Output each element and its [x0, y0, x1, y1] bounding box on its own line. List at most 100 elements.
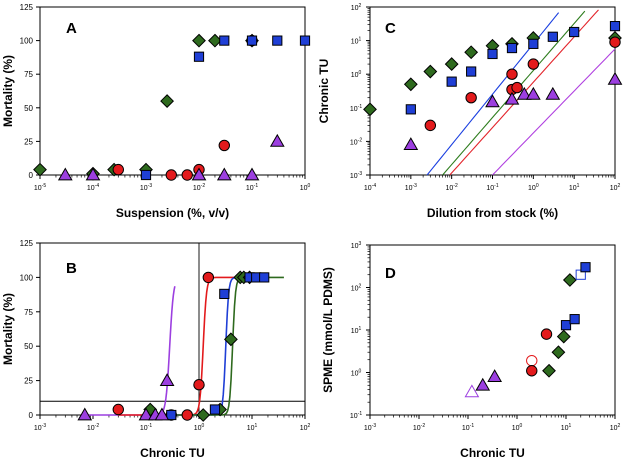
data-point-triangle — [545, 86, 561, 100]
y-axis-title: Chronic TU — [317, 59, 331, 124]
data-point-square — [446, 76, 457, 87]
y-axis-title: SPME (mmol/L PDMS) — [321, 267, 335, 393]
x-axis-title: Dilution from stock (%) — [427, 206, 558, 220]
data-point-triangle — [244, 167, 260, 181]
x-tick-label: 10-1 — [246, 183, 258, 192]
y-tick-label: 125 — [20, 239, 34, 248]
x-tick-label: 10-5 — [34, 183, 46, 192]
data-point-square — [547, 31, 558, 42]
data-point-diamond — [192, 33, 206, 48]
data-point-circle — [540, 328, 553, 340]
data-point-triangle — [607, 71, 623, 85]
y-tick-label: 125 — [20, 3, 34, 12]
data-point-circle — [202, 271, 215, 284]
data-point-diamond — [562, 273, 577, 287]
x-tick-label: 10-2 — [87, 423, 99, 432]
data-point-triangle — [403, 137, 419, 151]
data-point-diamond — [160, 94, 174, 108]
data-point-circle — [526, 365, 538, 377]
y-tick-label: 75 — [24, 70, 33, 79]
data-point-diamond — [196, 408, 211, 422]
data-point-square — [580, 262, 591, 273]
data-point-square — [405, 104, 416, 115]
data-point-diamond — [363, 102, 377, 117]
x-tick-label: 10-3 — [364, 423, 376, 432]
data-point-square — [487, 48, 498, 60]
y-tick-label: 102 — [351, 3, 362, 12]
data-point-square — [506, 42, 518, 54]
y-tick-label: 102 — [351, 284, 362, 293]
y-axis-title: Mortality (%) — [1, 293, 15, 365]
y-tick-label: 101 — [351, 326, 362, 335]
x-tick-label: 100 — [528, 183, 539, 192]
x-tick-label: 10-1 — [462, 423, 474, 432]
data-point-triangle — [475, 377, 491, 391]
data-point-triangle — [525, 86, 541, 100]
data-point-triangle — [159, 373, 175, 386]
x-tick-label: 10-3 — [140, 183, 152, 192]
x-tick-label: 10-4 — [364, 183, 376, 192]
y-axis-title: Mortality (%) — [1, 55, 15, 127]
panel-letter: A — [66, 20, 77, 37]
y-tick-label: 50 — [24, 104, 33, 113]
y-tick-label: 75 — [24, 308, 33, 317]
data-point-triangle — [485, 94, 500, 108]
data-point-diamond — [464, 45, 479, 60]
data-point-diamond — [33, 162, 47, 177]
x-axis-title: Chronic TU — [460, 446, 525, 460]
data-point-square — [272, 35, 283, 46]
y-tick-label: 101 — [351, 37, 362, 46]
panel-letter: D — [385, 265, 396, 282]
y-tick-label: 100 — [20, 273, 34, 282]
data-point-circle — [218, 139, 230, 152]
y-tick-label: 100 — [351, 70, 362, 79]
panel-d: 10-3 10-2 10-1 100 101 102 10-1 100 101 102 103 D Ch… — [321, 241, 621, 460]
plot-frame — [39, 242, 306, 416]
dose-response-curve — [146, 276, 268, 416]
x-tick-label: 10-3 — [405, 183, 417, 192]
y-tick-label: 10-3 — [350, 171, 362, 180]
data-point-square — [219, 288, 230, 300]
data-point-diamond — [403, 77, 418, 92]
dose-response-curve — [84, 286, 176, 416]
x-tick-label: 10-1 — [486, 183, 498, 192]
data-point-triangle — [154, 407, 170, 421]
x-tick-label: 101 — [561, 423, 572, 432]
y-tick-label: 10-1 — [350, 104, 362, 113]
x-tick-label: 10-2 — [446, 183, 458, 192]
y-tick-label: 25 — [24, 377, 33, 386]
data-point-square — [609, 21, 621, 32]
panel-a: 10-5 10-4 10-3 10-2 10-1 100 0 25 50 75 100 125 A Sus… — [1, 3, 311, 220]
data-point-square — [259, 272, 270, 283]
y-tick-label: 0 — [29, 411, 34, 420]
data-point-circle — [193, 379, 205, 391]
x-tick-label: 101 — [569, 183, 580, 192]
data-point-triangle — [487, 369, 503, 382]
data-point-triangle — [269, 133, 285, 147]
x-tick-label: 100 — [512, 423, 523, 432]
data-point-diamond — [423, 64, 438, 79]
panel-b: 10-3 10-2 10-1 100 101 102 0 25 50 75 100 125 B Chron… — [1, 239, 311, 460]
data-point-circle — [511, 81, 523, 94]
data-point-circle — [465, 91, 477, 104]
x-tick-label: 10-3 — [34, 423, 46, 432]
data-point-square — [299, 35, 311, 46]
y-tick-label: 100 — [351, 369, 362, 378]
plot-frame — [39, 6, 306, 176]
data-point-circle — [526, 354, 538, 367]
data-point-triangle — [516, 86, 532, 100]
data-point-triangle — [191, 167, 207, 181]
y-tick-label: 0 — [29, 171, 34, 180]
y-tick-label: 50 — [24, 342, 33, 351]
data-point-triangle — [138, 407, 154, 421]
data-point-square — [569, 26, 580, 38]
data-point-diamond — [224, 332, 238, 347]
y-tick-label: 10-1 — [350, 411, 362, 420]
data-point-circle — [181, 409, 193, 421]
data-point-triangle — [85, 167, 101, 181]
data-point-circle — [609, 36, 621, 48]
data-point-square — [219, 35, 230, 46]
data-point-square — [560, 320, 572, 331]
data-point-square — [466, 66, 477, 77]
